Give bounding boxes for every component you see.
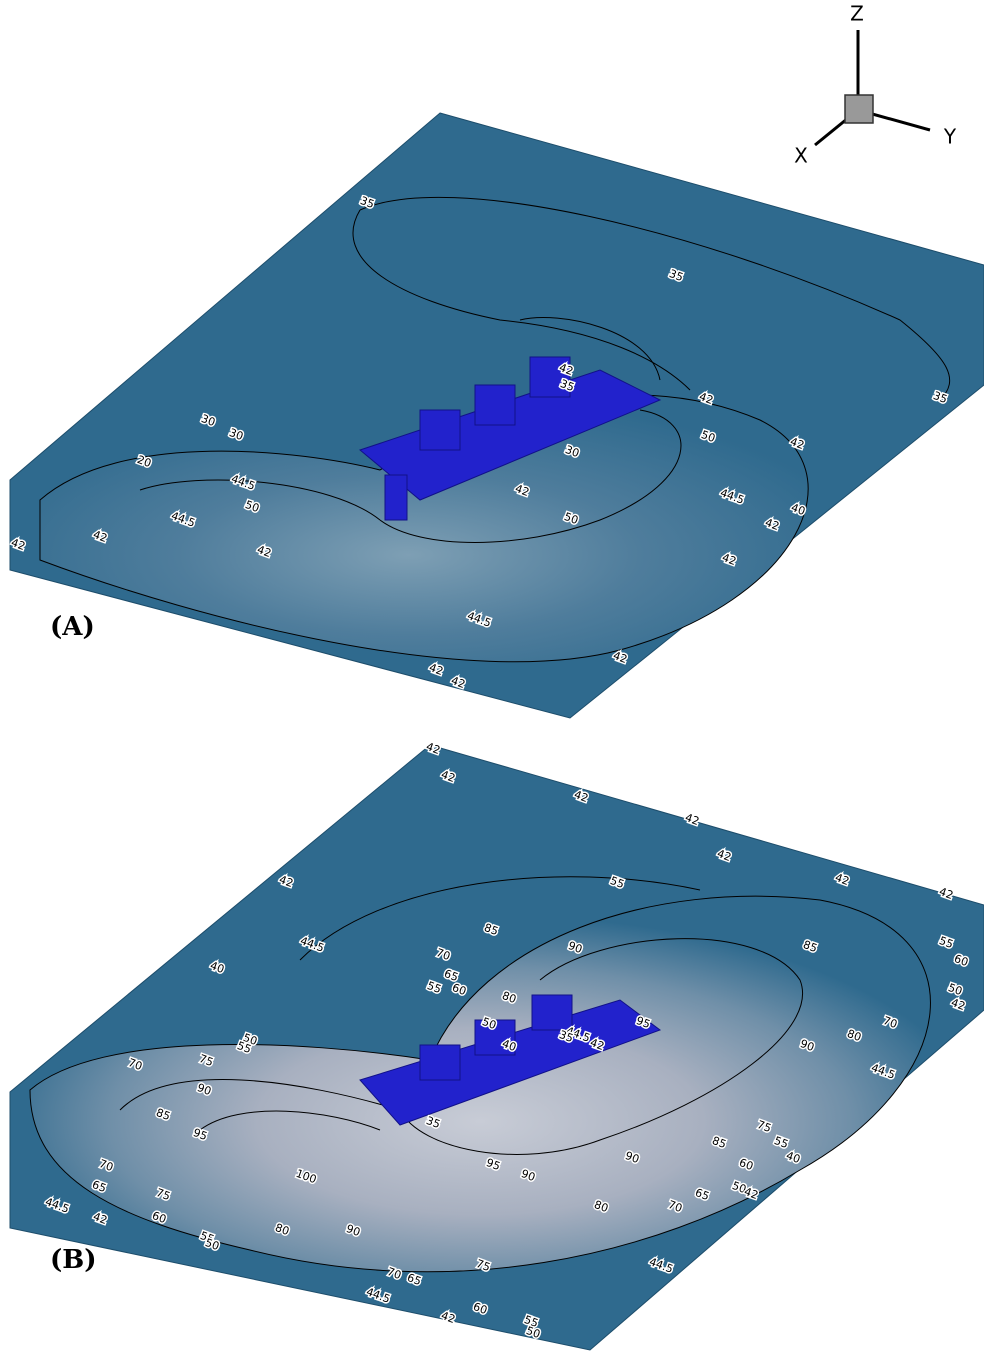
panel-label: (B): [50, 1245, 97, 1275]
panel-b-surface: [10, 745, 984, 1350]
axis-label: X: [794, 144, 808, 168]
axis-label: Y: [943, 125, 957, 149]
panel-label: (A): [50, 612, 95, 642]
axis-triad: [815, 30, 930, 145]
figure: Z Y X (A) (B) 35353542354250423030203044…: [0, 0, 984, 1354]
axis-label: Z: [850, 2, 864, 26]
panel-a-surface: [10, 113, 984, 718]
